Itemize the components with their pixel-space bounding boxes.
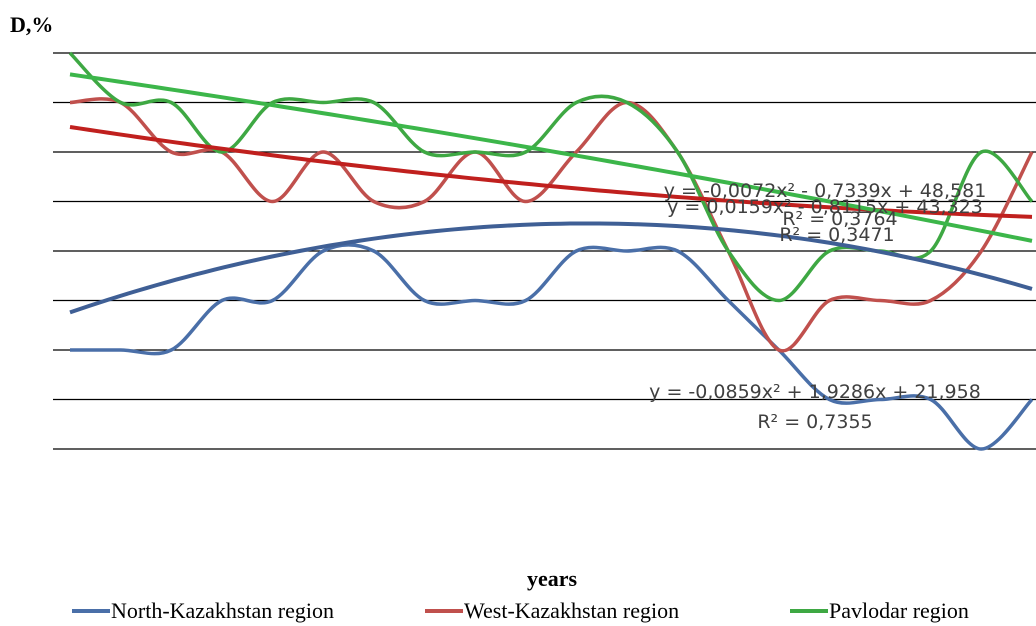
- legend-label: West-Kazakhstan region: [464, 598, 679, 623]
- x-axis-label: years: [527, 566, 578, 591]
- trend-equation: y = 0,0159x² - 0,8115x + 43,323: [667, 196, 983, 218]
- trend-r2: R² = 0,7355: [757, 411, 872, 433]
- chart-title: D,%: [10, 12, 53, 37]
- trend-line: [69, 72, 1033, 243]
- trend-line: [69, 221, 1033, 315]
- legend-entry: North-Kazakhstan region: [72, 598, 334, 623]
- series-line: [68, 51, 1034, 303]
- legend-entry: West-Kazakhstan region: [425, 598, 679, 623]
- series-line: [69, 97, 1034, 353]
- trend-equation: y = -0,0072x² - 0,7339x + 48,581: [664, 180, 987, 202]
- trend-r2: R² = 0,3764: [782, 208, 897, 230]
- series-line: [70, 243, 1034, 451]
- trend-r2: R² = 0,3471: [779, 224, 894, 246]
- trend-equation: y = -0,0859x² + 1,9286x + 21,958: [649, 381, 981, 403]
- legend-label: Pavlodar region: [829, 598, 969, 623]
- legend-label: North-Kazakhstan region: [111, 598, 334, 623]
- legend-entry: Pavlodar region: [790, 598, 969, 623]
